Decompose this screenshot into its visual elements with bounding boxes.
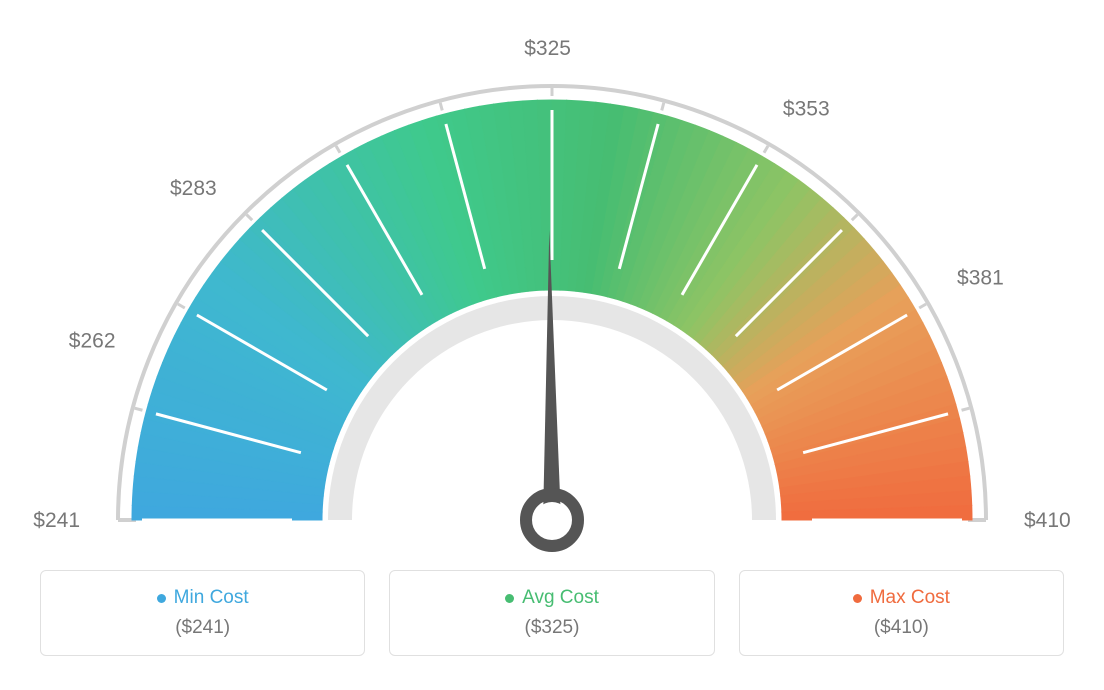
dot-icon bbox=[853, 594, 862, 603]
legend-label-row: Avg Cost bbox=[410, 587, 693, 609]
legend-label-max: Max Cost bbox=[870, 587, 950, 609]
dot-icon bbox=[505, 594, 514, 603]
legend-label-min: Min Cost bbox=[174, 587, 249, 609]
legend-label-avg: Avg Cost bbox=[522, 587, 599, 609]
legend-card-min: Min Cost ($241) bbox=[40, 570, 365, 656]
legend-label-row: Min Cost bbox=[61, 587, 344, 609]
gauge-tick-label: $283 bbox=[170, 177, 217, 200]
legend-value-avg: ($325) bbox=[410, 617, 693, 639]
dot-icon bbox=[157, 594, 166, 603]
gauge-tick-label: $410 bbox=[1024, 509, 1071, 532]
legend-card-max: Max Cost ($410) bbox=[739, 570, 1064, 656]
gauge-svg: $241 $262 $283 $325 $353 $381 $410 bbox=[0, 0, 1104, 560]
legend-value-min: ($241) bbox=[61, 617, 344, 639]
gauge-tick-label: $241 bbox=[33, 509, 80, 532]
legend-row: Min Cost ($241) Avg Cost ($325) Max Cost… bbox=[0, 570, 1104, 656]
gauge-tick-label: $381 bbox=[957, 267, 1004, 290]
legend-value-max: ($410) bbox=[760, 617, 1043, 639]
cost-gauge: $241 $262 $283 $325 $353 $381 $410 bbox=[0, 0, 1104, 560]
legend-label-row: Max Cost bbox=[760, 587, 1043, 609]
gauge-tick-label: $262 bbox=[69, 329, 116, 352]
gauge-tick-label: $353 bbox=[783, 97, 830, 120]
gauge-tick-label: $325 bbox=[524, 37, 571, 60]
legend-card-avg: Avg Cost ($325) bbox=[389, 570, 714, 656]
